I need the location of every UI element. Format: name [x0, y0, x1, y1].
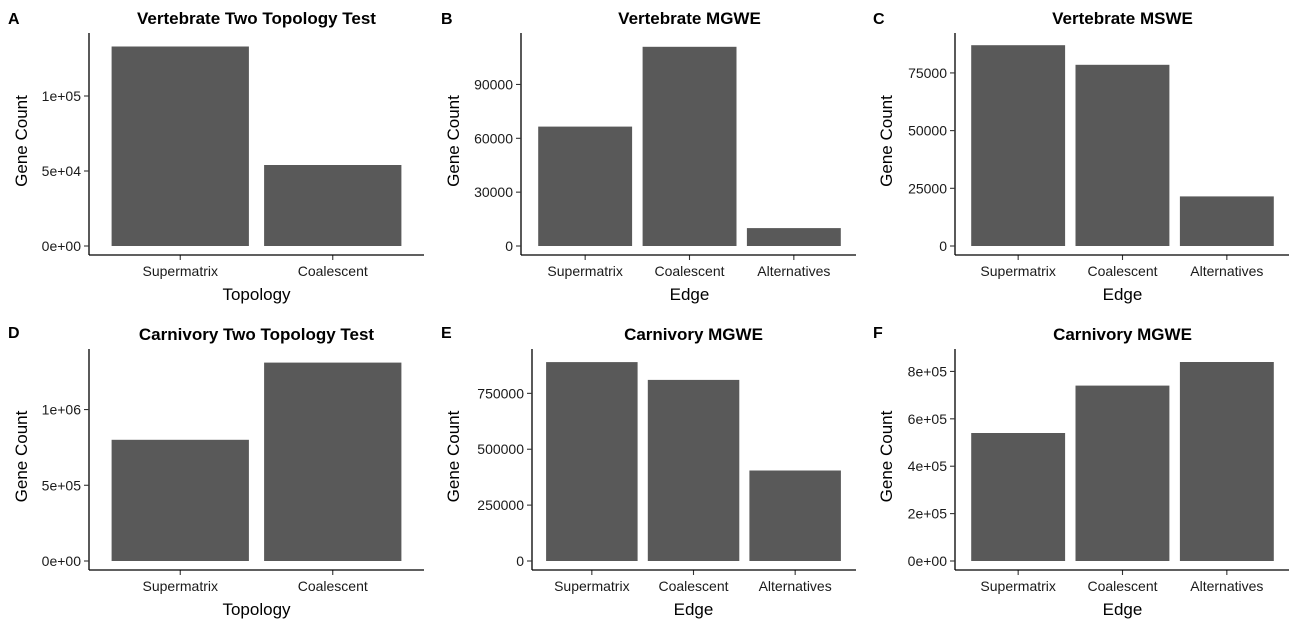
- x-tick-label: Alternatives: [1190, 263, 1263, 279]
- panel-b: B Vertebrate MGWE Supermatrix Coalescent Alt…: [441, 9, 856, 304]
- panel-a: A Vertebrate Two Topology Test Supermatrix…: [8, 9, 424, 304]
- y-tick-label: 0e+00: [42, 238, 82, 254]
- bar-coalescent: [264, 165, 402, 246]
- x-axis-title: Edge: [674, 600, 714, 619]
- y-tick-label: 50000: [908, 123, 947, 139]
- panel-letter: C: [873, 11, 885, 28]
- bar-coalescent: [647, 379, 740, 561]
- x-tick-label: Alternatives: [757, 263, 830, 279]
- y-tick-label: 0: [505, 238, 513, 254]
- y-axis-title: Gene Count: [877, 95, 896, 187]
- y-tick-label: 750000: [477, 385, 524, 401]
- x-axis-title: Topology: [222, 600, 291, 619]
- y-tick-label: 5e+04: [42, 163, 82, 179]
- bar-alternatives: [1179, 196, 1274, 246]
- bar-coalescent: [1075, 385, 1170, 561]
- x-tick-label: Alternatives: [1190, 578, 1263, 594]
- x-tick-label: Supermatrix: [554, 578, 629, 594]
- panel-e: E Carnivory MGWE Supermatrix Coalescent Alte…: [441, 325, 856, 619]
- y-tick-label: 2e+05: [908, 506, 948, 522]
- panel-letter: D: [8, 325, 20, 342]
- y-tick-label: 1e+06: [42, 402, 82, 418]
- x-axis-title: Edge: [1103, 285, 1143, 304]
- bar-alternatives: [746, 228, 841, 246]
- x-tick-label: Coalescent: [1087, 263, 1157, 279]
- panel-f: F Carnivory MGWE Supermatrix Coalescent Alte…: [873, 325, 1289, 619]
- y-tick-label: 75000: [908, 65, 947, 81]
- x-tick-label: Supermatrix: [143, 263, 218, 279]
- panel-c: C Vertebrate MSWE Supermatrix Coalescent Alt…: [873, 9, 1289, 304]
- x-tick-label: Alternatives: [759, 578, 832, 594]
- panel-d: D Carnivory Two Topology Test Supermatrix C…: [8, 325, 424, 619]
- bar-supermatrix: [971, 433, 1066, 561]
- panel-title: Carnivory MGWE: [624, 325, 763, 344]
- panel-title: Carnivory Two Topology Test: [139, 325, 375, 344]
- x-tick-label: Supermatrix: [980, 578, 1055, 594]
- y-tick-label: 30000: [474, 184, 513, 200]
- panel-letter: B: [441, 11, 453, 28]
- x-tick-label: Supermatrix: [143, 578, 218, 594]
- panel-letter: F: [873, 325, 883, 342]
- bar-coalescent: [264, 362, 402, 561]
- x-tick-label: Supermatrix: [547, 263, 622, 279]
- panel-title: Vertebrate Two Topology Test: [137, 9, 376, 28]
- x-tick-label: Coalescent: [654, 263, 724, 279]
- y-tick-label: 60000: [474, 130, 513, 146]
- x-tick-label: Supermatrix: [980, 263, 1055, 279]
- x-axis-title: Topology: [222, 285, 291, 304]
- x-axis-title: Edge: [1103, 600, 1143, 619]
- x-tick-label: Coalescent: [1087, 578, 1157, 594]
- panel-letter: E: [441, 325, 452, 342]
- bar-supermatrix: [111, 46, 249, 246]
- y-axis-title: Gene Count: [12, 95, 31, 187]
- y-axis-title: Gene Count: [12, 410, 31, 502]
- bar-alternatives: [1179, 362, 1274, 561]
- y-tick-label: 0e+00: [42, 553, 82, 569]
- y-tick-label: 0e+00: [908, 553, 948, 569]
- y-tick-label: 5e+05: [42, 477, 82, 493]
- y-axis-title: Gene Count: [444, 410, 463, 502]
- y-tick-label: 25000: [908, 180, 947, 196]
- y-tick-label: 90000: [474, 76, 513, 92]
- bar-supermatrix: [971, 45, 1066, 247]
- panel-title: Vertebrate MSWE: [1052, 9, 1193, 28]
- y-tick-label: 6e+05: [908, 411, 948, 427]
- x-tick-label: Coalescent: [298, 578, 368, 594]
- y-tick-label: 250000: [477, 497, 524, 513]
- panel-title: Carnivory MGWE: [1053, 325, 1192, 344]
- bar-supermatrix: [111, 439, 249, 561]
- y-tick-label: 0: [939, 238, 947, 254]
- bar-supermatrix: [538, 126, 633, 246]
- y-tick-label: 0: [516, 553, 524, 569]
- bar-supermatrix: [546, 362, 638, 561]
- x-tick-label: Coalescent: [298, 263, 368, 279]
- y-tick-label: 8e+05: [908, 363, 948, 379]
- y-axis-title: Gene Count: [877, 410, 896, 502]
- panel-letter: A: [8, 11, 20, 28]
- bar-coalescent: [1075, 64, 1170, 246]
- y-tick-label: 500000: [477, 441, 524, 457]
- panel-title: Vertebrate MGWE: [618, 9, 761, 28]
- x-tick-label: Coalescent: [658, 578, 728, 594]
- bar-coalescent: [642, 46, 737, 246]
- bar-alternatives: [749, 470, 841, 561]
- y-axis-title: Gene Count: [444, 95, 463, 187]
- y-tick-label: 4e+05: [908, 458, 948, 474]
- y-tick-label: 1e+05: [42, 88, 82, 104]
- x-axis-title: Edge: [670, 285, 710, 304]
